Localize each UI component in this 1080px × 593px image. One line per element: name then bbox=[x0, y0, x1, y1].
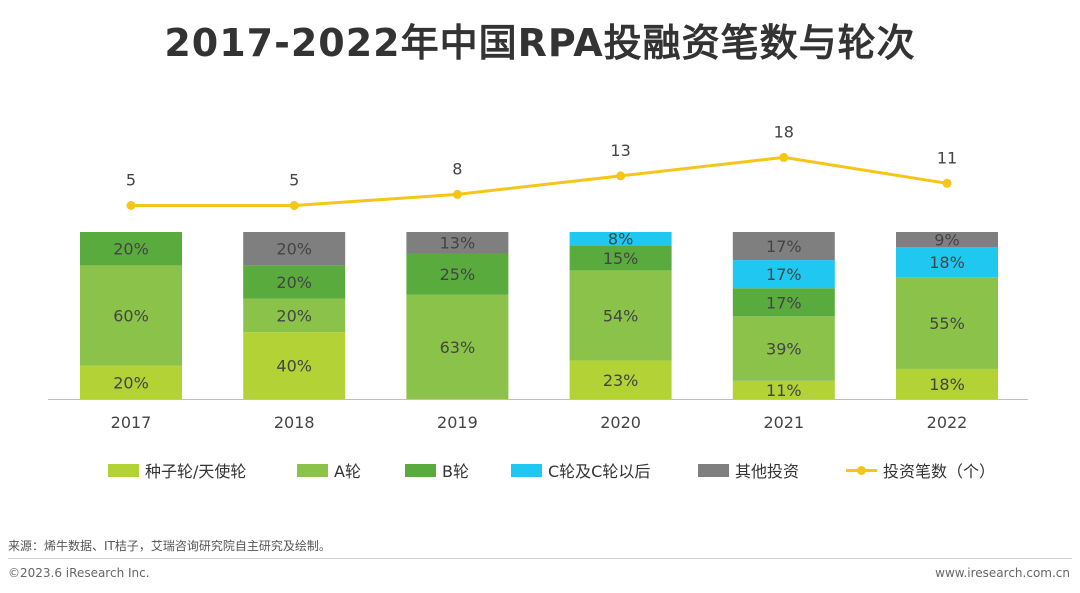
bar-segment-2018-s4 bbox=[243, 232, 346, 266]
bar-segment-2017-s2 bbox=[80, 232, 182, 266]
bar-data-label-2018-s2: 20% bbox=[276, 273, 312, 292]
bar-data-label-2019-s1: 63% bbox=[440, 338, 476, 357]
source-note: 来源：烯牛数据、IT桔子，艾瑞咨询研究院自主研究及绘制。 bbox=[8, 539, 331, 553]
deal-count-label-2021: 18 bbox=[774, 122, 794, 141]
bar-segment-2018-s1 bbox=[243, 298, 346, 333]
deal-count-label-2017: 5 bbox=[126, 171, 136, 190]
stacked-bar-line-chart: 20% 60% 20% 2017 40% 20% 20% 20% 2018 63% 25% 13% 20… bbox=[48, 122, 1028, 432]
bar-data-label-2017-s1: 60% bbox=[113, 307, 149, 326]
bar-data-label-2022-s0: 18% bbox=[929, 375, 965, 394]
legend-label-seed-angel: 种子轮/天使轮 bbox=[145, 462, 247, 481]
bar-segment-2018-s2 bbox=[243, 265, 346, 299]
footer-divider bbox=[8, 558, 1072, 559]
bar-data-label-2018-s0: 40% bbox=[276, 357, 312, 376]
legend-label-other: 其他投资 bbox=[735, 462, 800, 481]
deal-count-line bbox=[131, 155, 948, 207]
legend-item-series-a: A轮 bbox=[297, 458, 361, 482]
bar-data-label-2020-s0: 23% bbox=[603, 371, 639, 390]
bar-data-label-2017-s0: 20% bbox=[113, 373, 149, 392]
bar-segment-2022-s3 bbox=[896, 247, 998, 278]
bar-segment-2017-s1 bbox=[80, 265, 182, 366]
bar-segment-2017-s0 bbox=[80, 365, 182, 399]
bar-data-label-2021-s0: 11% bbox=[766, 381, 802, 400]
legend-label-series-b: B轮 bbox=[442, 462, 469, 481]
bar-segment-2018-s0 bbox=[243, 332, 346, 399]
bar-segment-2020-s1 bbox=[569, 270, 672, 361]
legend-item-series-b: B轮 bbox=[405, 458, 469, 482]
bar-segment-2022-s4 bbox=[896, 232, 998, 248]
legend-item-deal-count: 投资笔数（个） bbox=[846, 458, 995, 482]
legend-swatch-series-a bbox=[297, 463, 328, 477]
bar-segment-2019-s4 bbox=[406, 232, 509, 254]
deal-count-point-2017 bbox=[126, 201, 136, 210]
bar-data-label-2021-s1: 39% bbox=[766, 340, 802, 359]
legend-item-other: 其他投资 bbox=[698, 458, 799, 482]
bar-data-label-2019-s2: 25% bbox=[440, 265, 476, 284]
bar-data-label-2020-s2: 15% bbox=[603, 249, 639, 268]
deal-count-point-2019 bbox=[452, 189, 462, 199]
bar-segment-2021-s0 bbox=[732, 380, 835, 399]
bar-segment-2019-s1 bbox=[406, 294, 509, 399]
x-tick-label-2021: 2021 bbox=[763, 413, 804, 432]
bar-segment-2019-s2 bbox=[406, 253, 509, 295]
bar-data-label-2022-s4: 9% bbox=[934, 231, 959, 250]
bar-segment-2020-s2 bbox=[569, 245, 672, 271]
website-link[interactable]: www.iresearch.com.cn bbox=[935, 566, 1070, 580]
deal-count-label-2022: 11 bbox=[937, 148, 957, 167]
bar-data-label-2018-s4: 20% bbox=[276, 240, 312, 259]
bar-segment-2022-s0 bbox=[896, 368, 998, 399]
bar-data-label-2018-s1: 20% bbox=[276, 307, 312, 326]
bar-data-label-2020-s3: 8% bbox=[608, 230, 633, 249]
bar-segment-2021-s1 bbox=[732, 316, 835, 381]
bar-segment-2020-s3 bbox=[569, 232, 672, 246]
chart-legend: 种子轮/天使轮 A轮 B轮 C轮及C轮以后 其他投资 投资笔数（个） bbox=[0, 458, 1080, 488]
copyright-text: ©2023.6 iResearch Inc. bbox=[8, 566, 150, 580]
bar-segment-2021-s3 bbox=[732, 260, 835, 289]
legend-swatch-series-c-plus bbox=[511, 463, 542, 477]
legend-item-seed-angel: 种子轮/天使轮 bbox=[108, 458, 246, 482]
deal-count-point-2022 bbox=[942, 178, 952, 188]
x-tick-label-2017: 2017 bbox=[111, 413, 152, 432]
bar-data-label-2019-s4: 13% bbox=[440, 234, 476, 253]
deal-count-label-2018: 5 bbox=[289, 171, 299, 190]
legend-swatch-seed-angel bbox=[108, 463, 139, 477]
bar-data-label-2020-s1: 54% bbox=[603, 307, 639, 326]
bar-data-label-2022-s3: 18% bbox=[929, 253, 965, 272]
legend-label-series-c-plus: C轮及C轮以后 bbox=[548, 462, 651, 481]
x-tick-label-2018: 2018 bbox=[274, 413, 315, 432]
legend-item-series-c-plus: C轮及C轮以后 bbox=[511, 458, 650, 482]
x-tick-label-2019: 2019 bbox=[437, 413, 478, 432]
bar-data-label-2021-s4: 17% bbox=[766, 237, 802, 256]
deal-count-point-2020 bbox=[616, 171, 626, 181]
legend-swatch-series-b bbox=[405, 463, 436, 477]
deal-count-label-2019: 8 bbox=[452, 159, 462, 178]
bar-data-label-2017-s2: 20% bbox=[113, 240, 149, 259]
deal-count-point-2021 bbox=[779, 152, 789, 162]
x-tick-label-2022: 2022 bbox=[927, 413, 968, 432]
bar-segment-2021-s4 bbox=[732, 232, 835, 261]
x-tick-label-2020: 2020 bbox=[600, 413, 641, 432]
bar-segment-2021-s2 bbox=[732, 288, 835, 317]
deal-count-point-2018 bbox=[289, 201, 299, 210]
bar-data-label-2021-s3: 17% bbox=[766, 265, 802, 284]
bar-segment-2020-s0 bbox=[569, 360, 672, 399]
bar-data-label-2022-s1: 55% bbox=[929, 314, 965, 333]
legend-label-deal-count: 投资笔数（个） bbox=[883, 462, 996, 481]
bar-segment-2022-s1 bbox=[896, 277, 998, 369]
bar-data-label-2021-s2: 17% bbox=[766, 293, 802, 312]
legend-line-marker-deal-count bbox=[846, 464, 877, 477]
chart-title: 2017-2022年中国RPA投融资笔数与轮次 bbox=[164, 21, 916, 65]
deal-count-label-2020: 13 bbox=[610, 141, 630, 160]
legend-swatch-other bbox=[698, 463, 729, 477]
legend-label-series-a: A轮 bbox=[334, 462, 361, 481]
